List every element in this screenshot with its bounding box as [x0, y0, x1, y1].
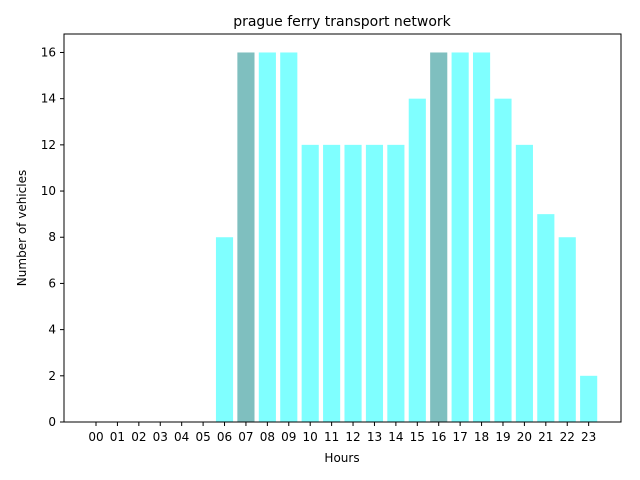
bar-21 — [537, 214, 555, 422]
bar-09 — [280, 52, 298, 422]
x-tick-label: 08 — [260, 430, 275, 444]
y-tick-label: 14 — [41, 92, 56, 106]
bar-15 — [408, 98, 426, 423]
bar-11 — [323, 144, 341, 422]
x-tick-label: 15 — [410, 430, 425, 444]
plot-frame — [63, 33, 622, 423]
x-tick-label: 07 — [238, 430, 253, 444]
x-axis-label: Hours — [324, 451, 359, 465]
x-tick-label: 13 — [367, 430, 382, 444]
bar-07 — [237, 52, 255, 422]
bar-22 — [558, 237, 576, 422]
x-tick-label: 02 — [131, 430, 146, 444]
chart-title: prague ferry transport network — [233, 14, 451, 30]
y-tick-label: 10 — [41, 184, 56, 198]
bar-20 — [515, 144, 533, 422]
bar-19 — [494, 98, 512, 423]
bar-12 — [344, 144, 362, 422]
y-axis-ticks: 0 2 4 6 8 10 12 14 16 — [41, 45, 64, 429]
y-axis-label: Number of vehicles — [15, 170, 29, 286]
x-tick-label: 04 — [174, 430, 189, 444]
x-tick-label: 17 — [452, 430, 467, 444]
x-axis-ticks: 00 01 02 03 04 05 06 07 08 09 10 11 12 13 14 15 16 17 18 19… — [88, 422, 596, 444]
y-tick-label: 8 — [48, 230, 56, 244]
bar-16 — [430, 52, 448, 422]
bar-23 — [580, 375, 598, 422]
bar-17 — [451, 52, 469, 422]
bar-06 — [215, 237, 234, 422]
bars-group — [215, 52, 598, 423]
bar-14 — [387, 144, 405, 422]
x-tick-label: 11 — [324, 430, 339, 444]
y-tick-label: 6 — [48, 276, 56, 290]
x-tick-label: 05 — [195, 430, 210, 444]
x-tick-label: 23 — [581, 430, 596, 444]
x-tick-label: 14 — [388, 430, 403, 444]
x-tick-label: 00 — [88, 430, 103, 444]
x-tick-label: 22 — [560, 430, 575, 444]
x-tick-label: 18 — [474, 430, 489, 444]
x-tick-label: 20 — [517, 430, 532, 444]
bar-08 — [258, 52, 276, 422]
x-tick-label: 01 — [110, 430, 125, 444]
x-tick-label: 12 — [345, 430, 360, 444]
x-tick-label: 09 — [281, 430, 296, 444]
bar-10 — [301, 144, 319, 422]
x-tick-label: 10 — [303, 430, 318, 444]
bar-13 — [365, 144, 384, 422]
y-tick-label: 4 — [48, 323, 56, 337]
x-tick-label: 16 — [431, 430, 446, 444]
x-tick-label: 06 — [217, 430, 232, 444]
y-tick-label: 2 — [48, 369, 56, 383]
y-tick-label: 16 — [41, 45, 56, 59]
x-tick-label: 19 — [495, 430, 510, 444]
y-tick-label: 0 — [48, 415, 56, 429]
y-tick-label: 12 — [41, 138, 56, 152]
x-tick-label: 21 — [538, 430, 553, 444]
x-tick-label: 03 — [153, 430, 168, 444]
bar-18 — [472, 52, 491, 422]
